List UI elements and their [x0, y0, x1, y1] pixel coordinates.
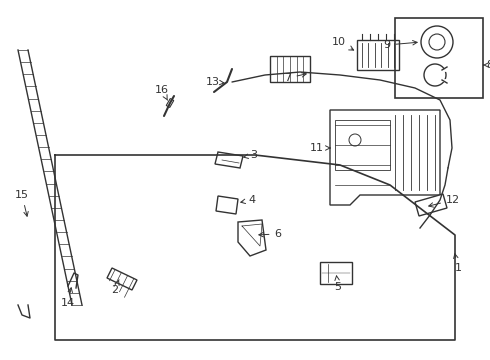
Text: 5: 5	[335, 276, 342, 292]
Bar	[395, 18, 483, 98]
Polygon shape	[215, 152, 243, 168]
Text: 6: 6	[259, 229, 281, 239]
Text: 10: 10	[332, 37, 354, 50]
Text: 16: 16	[155, 85, 169, 100]
Polygon shape	[415, 194, 447, 216]
Polygon shape	[107, 268, 137, 290]
Text: 3: 3	[244, 150, 258, 160]
Text: 8: 8	[484, 60, 490, 70]
Polygon shape	[216, 196, 238, 214]
Text: 9: 9	[384, 40, 417, 50]
Text: 12: 12	[429, 195, 460, 207]
Text: 1: 1	[454, 254, 462, 273]
Text: 7: 7	[284, 73, 306, 83]
Text: 14: 14	[61, 288, 75, 308]
Polygon shape	[320, 262, 352, 284]
Bar	[166, 99, 174, 108]
Text: 13: 13	[206, 77, 224, 87]
Polygon shape	[270, 56, 310, 82]
Bar	[357, 40, 399, 70]
Bar	[335, 120, 390, 170]
Text: 2: 2	[111, 280, 119, 295]
Polygon shape	[238, 220, 266, 256]
Text: 15: 15	[15, 190, 29, 216]
Polygon shape	[330, 110, 440, 205]
Text: 11: 11	[310, 143, 330, 153]
Text: 4: 4	[241, 195, 256, 205]
